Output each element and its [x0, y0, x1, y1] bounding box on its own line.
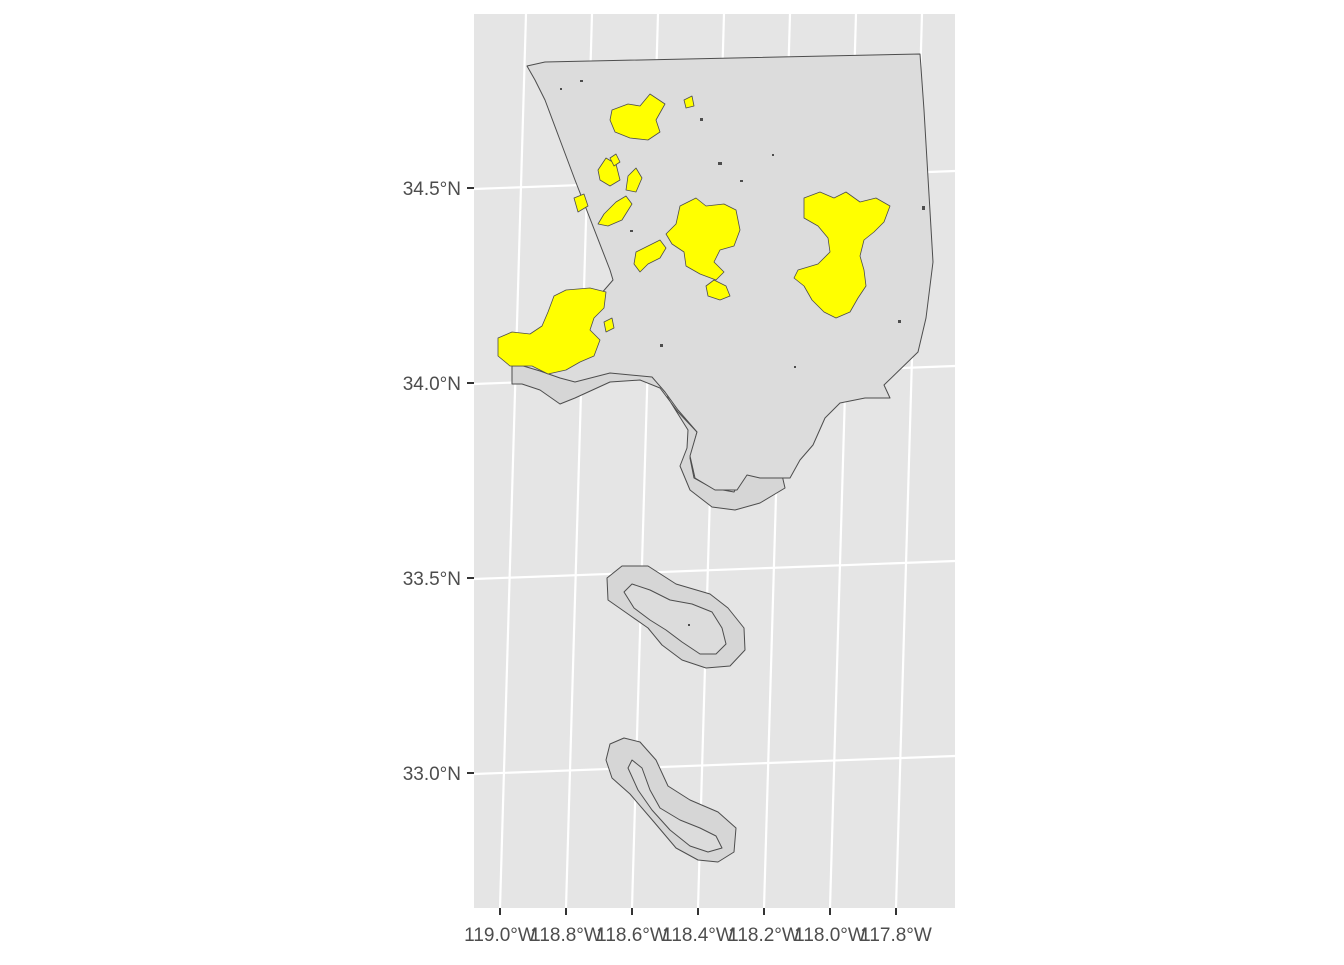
x-axis: 119.0°W118.8°W118.6°W118.4°W118.2°W118.0…: [464, 908, 932, 946]
highlighted-areas: [497, 93, 891, 375]
highlight-area: [603, 317, 615, 333]
parcel-speck: [772, 154, 774, 156]
parcel-speck: [630, 230, 633, 232]
y-axis: 34.5°N 34.0°N 33.5°N 33.0°N: [403, 179, 474, 785]
parcel-speck: [560, 88, 562, 90]
highlight-area: [633, 239, 667, 273]
highlight-area: [609, 93, 666, 141]
highlight-area: [683, 95, 695, 109]
x-tick-label: 117.8°W: [860, 925, 932, 946]
y-tick-label: 33.5°N: [403, 569, 461, 590]
y-tick-label: 34.5°N: [403, 179, 461, 200]
clemente-island: [627, 759, 723, 853]
x-tick-label: 118.6°W: [596, 925, 668, 946]
x-tick-label: 118.2°W: [728, 925, 800, 946]
parcel-speck: [740, 180, 743, 182]
longitude-gridline: [498, 14, 528, 908]
highlight-area: [793, 191, 891, 319]
highlight-area: [705, 279, 731, 301]
x-tick-label: 119.0°W: [464, 925, 536, 946]
highlight-area: [597, 195, 633, 227]
map-layers: [497, 53, 934, 863]
parcel-speck: [660, 344, 663, 347]
latitude-gridline: [474, 754, 955, 776]
highlight-area: [609, 153, 621, 167]
parcel-speck: [718, 162, 722, 165]
highlight-area: [573, 193, 589, 213]
parcel-speck: [580, 80, 583, 82]
y-tick-label: 34.0°N: [403, 374, 461, 395]
highlight-area: [625, 167, 643, 193]
y-tick-label: 33.0°N: [403, 764, 461, 785]
small-parcels: [560, 80, 925, 626]
parcel-speck: [700, 118, 703, 121]
coastal-buffer: [511, 365, 786, 511]
x-tick-label: 118.0°W: [794, 925, 866, 946]
highlight-area: [665, 197, 741, 281]
highlight-area: [497, 287, 607, 375]
latitude-gridline: [474, 559, 955, 581]
parcel-speck: [794, 366, 796, 368]
x-tick-label: 118.4°W: [662, 925, 734, 946]
parcel-speck: [922, 206, 925, 210]
catalina-island: [623, 583, 727, 655]
x-tick-label: 118.8°W: [530, 925, 602, 946]
parcel-speck: [688, 624, 690, 626]
parcel-speck: [898, 320, 901, 323]
